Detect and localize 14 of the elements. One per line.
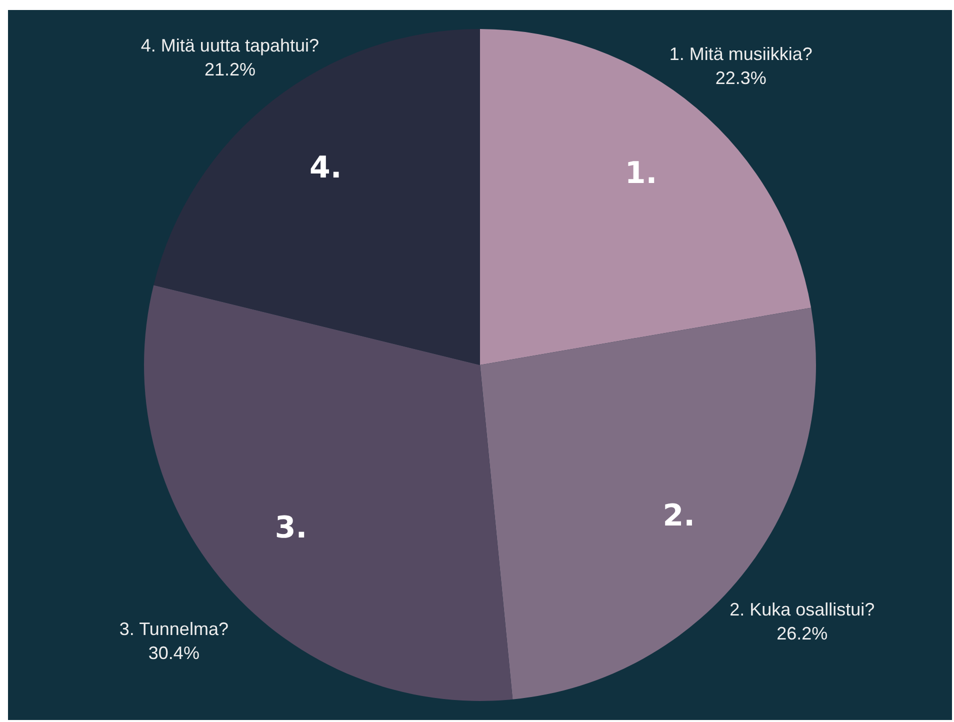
text: 1. (624, 156, 658, 191)
text: 4. (310, 150, 342, 186)
pie-slice (154, 29, 480, 365)
text: 3. (274, 510, 308, 546)
slice-label: 2. Kuka osallistui? (730, 599, 875, 620)
data-label: 30.4% (148, 643, 200, 664)
slice-label: 1. Mitä musiikkia? (669, 44, 812, 64)
data-label: 26.2% (776, 623, 828, 644)
data-label: 21.2% (204, 59, 256, 80)
slice-label: 3. Tunnelma? (119, 619, 228, 640)
slice-label: 4. Mitä uutta tapahtui? (140, 35, 320, 56)
data-label: 22.3% (715, 68, 766, 88)
text: 2. (662, 498, 695, 534)
pie-slice (480, 29, 812, 365)
